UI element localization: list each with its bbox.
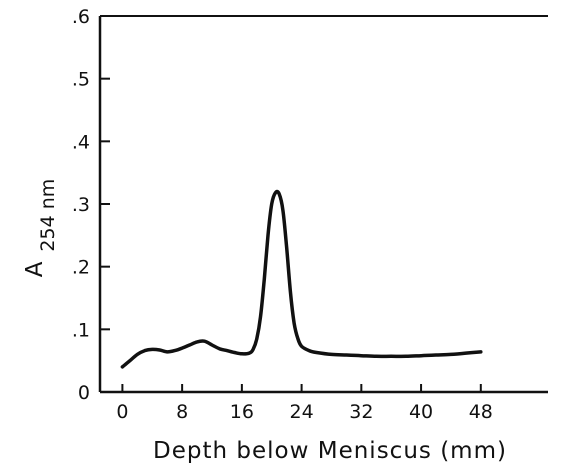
x-tick-label: 0 — [116, 401, 128, 423]
absorbance-curve — [120, 189, 483, 369]
y-tick-label: .5 — [72, 69, 90, 91]
x-tick-label: 48 — [469, 401, 493, 423]
x-tick-label: 32 — [349, 401, 373, 423]
y-axis-title-subscript: 254 nm — [37, 179, 59, 252]
svg-text:A 254 nm: A 254 nm — [22, 179, 59, 278]
y-axis-title-main: A — [22, 261, 48, 277]
x-tick-label: 16 — [230, 401, 254, 423]
y-axis-title: A 254 nm — [22, 179, 59, 278]
x-tick-label: 8 — [176, 401, 188, 423]
x-tick-label: 40 — [409, 401, 433, 423]
series-layer — [120, 189, 483, 369]
ticks: 0 .1 .2 .3 .4 .5 .6 0 8 16 24 32 40 48 — [72, 6, 493, 423]
y-tick-label: .4 — [72, 131, 90, 153]
y-tick-label: .6 — [72, 6, 90, 28]
y-tick-label: .2 — [72, 257, 90, 279]
y-tick-label: .1 — [72, 319, 90, 341]
y-tick-label: 0 — [78, 382, 90, 404]
x-tick-label: 24 — [290, 401, 314, 423]
y-tick-label: .3 — [72, 194, 90, 216]
x-axis-title: Depth below Meniscus (mm) — [153, 438, 507, 464]
axes — [98, 15, 548, 394]
